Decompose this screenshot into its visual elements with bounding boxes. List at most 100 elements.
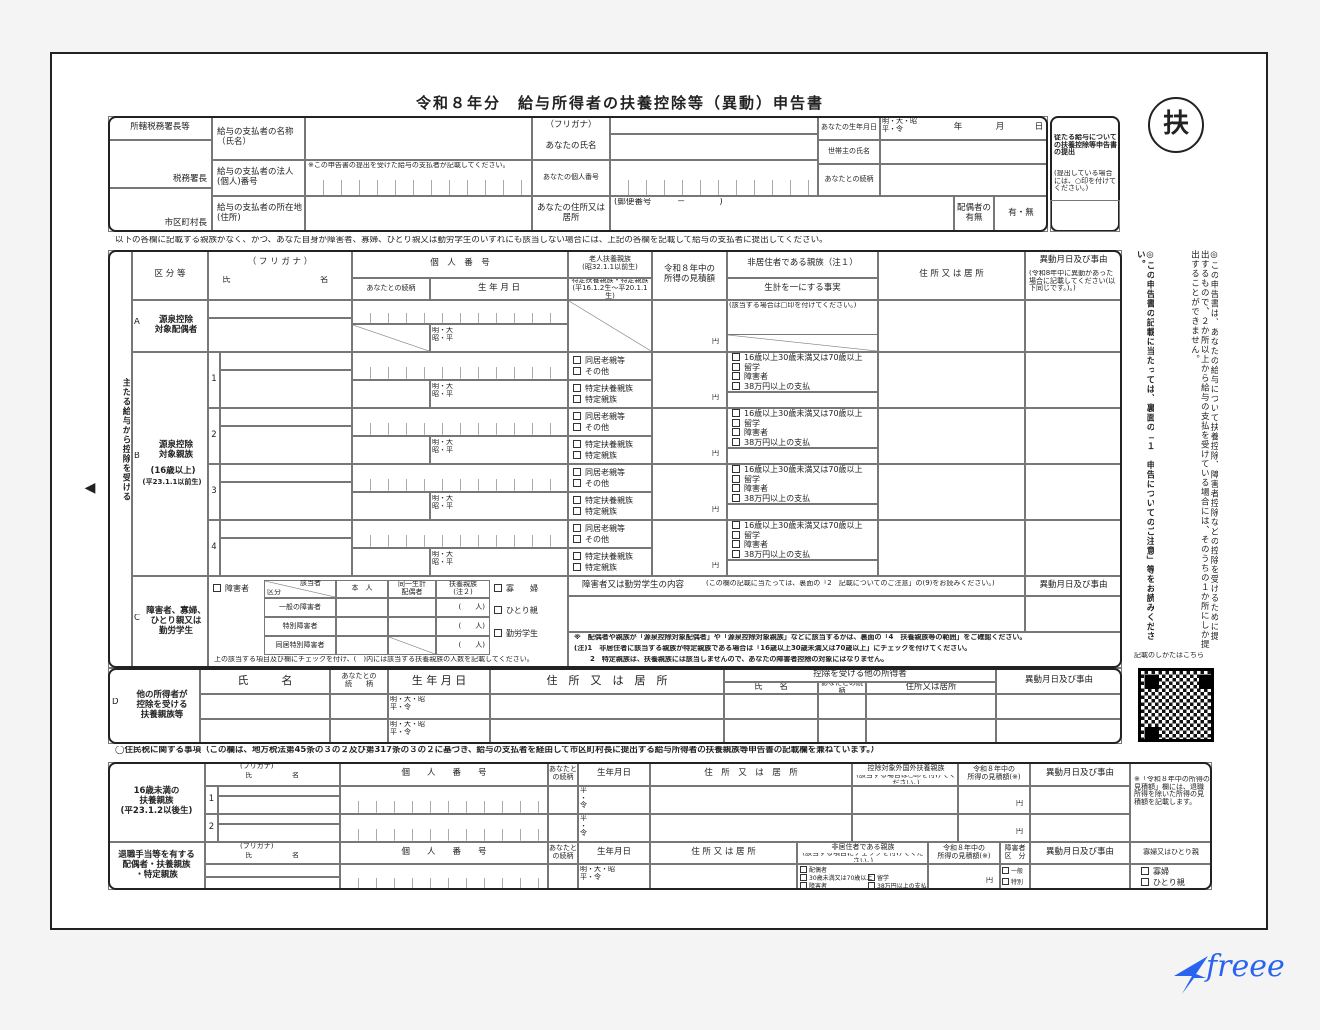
your-name-field[interactable] [610, 134, 818, 160]
dependent-name-field[interactable] [220, 538, 352, 576]
spouse-number-field[interactable] [352, 300, 568, 324]
nonresident-option-checkbox[interactable]: 16歳以上30歳未満又は70歳以上 [732, 521, 863, 531]
under16-name-field[interactable] [218, 824, 340, 842]
disability-dependent-count-field[interactable]: ( 人) [436, 598, 490, 617]
your-number-field[interactable] [610, 160, 818, 196]
dependent-income-field[interactable] [652, 352, 727, 408]
under16-address-field[interactable] [650, 786, 852, 814]
other-address-field[interactable] [490, 694, 724, 719]
dependent-address-field[interactable] [878, 520, 1025, 576]
nonresident-option-checkbox[interactable]: 16歳以上30歳未満又は70歳以上 [732, 465, 863, 475]
elderly-other-checkbox[interactable]: その他 [573, 535, 609, 545]
dependent-name-field[interactable] [220, 482, 352, 520]
specific-dependent-checkbox[interactable]: 特定扶養親族 [573, 440, 633, 450]
dependent-birth-field[interactable] [430, 380, 568, 408]
disability-dependent-count-field[interactable]: ( 人) [436, 636, 490, 655]
dependent-income-field[interactable] [652, 520, 727, 576]
dependent-furigana-field[interactable] [220, 520, 352, 538]
dependent-furigana-field[interactable] [220, 408, 352, 426]
retire-study-abroad-checkbox[interactable]: 留学 [868, 874, 889, 884]
secondary-salary-mark-field[interactable] [1050, 200, 1120, 232]
under16-income-field[interactable] [958, 814, 1030, 842]
working-student-checkbox[interactable]: 勤労学生 [494, 629, 538, 639]
disability-self-field[interactable] [336, 598, 388, 617]
nonresident-option-checkbox[interactable]: 留学 [732, 419, 760, 429]
retire-number-field[interactable] [340, 864, 548, 890]
dependent-relationship-field[interactable] [352, 548, 430, 576]
dependent-number-field[interactable] [352, 352, 568, 380]
specific-relative-checkbox[interactable]: 特定親族 [573, 395, 617, 405]
dependent-number-field[interactable] [352, 520, 568, 548]
elderly-other-checkbox[interactable]: その他 [573, 367, 609, 377]
nonresident-option-checkbox[interactable]: 留学 [732, 531, 760, 541]
dependent-birth-field[interactable] [430, 548, 568, 576]
retire-disabled-checkbox[interactable]: 障害者 [800, 882, 827, 892]
dependent-number-field[interactable] [352, 408, 568, 436]
nonresident-option-checkbox[interactable]: 障害者 [732, 372, 768, 382]
under16-foreign-field[interactable] [852, 786, 958, 814]
retire-single-parent-checkbox[interactable]: ひとり親 [1141, 878, 1185, 888]
nonresident-option-checkbox[interactable]: 38万円以上の支払 [732, 438, 810, 448]
specific-dependent-checkbox[interactable]: 特定扶養親族 [573, 496, 633, 506]
under16-number-field[interactable] [340, 814, 548, 842]
under16-relationship-field[interactable] [548, 814, 578, 842]
elderly-cohabiting-checkbox[interactable]: 同居老親等 [573, 468, 625, 478]
qr-code-icon[interactable] [1138, 668, 1214, 742]
dependent-furigana-field[interactable] [220, 464, 352, 482]
dependent-relationship-field[interactable] [352, 436, 430, 464]
nonresident-option-checkbox[interactable]: 16歳以上30歳未満又は70歳以上 [732, 353, 863, 363]
single-parent-checkbox[interactable]: ひとり親 [494, 606, 538, 616]
elderly-other-checkbox[interactable]: その他 [573, 479, 609, 489]
dependent-name-field[interactable] [220, 370, 352, 408]
specific-relative-checkbox[interactable]: 特定親族 [573, 507, 617, 517]
disability-spouse-field[interactable] [388, 617, 436, 636]
specific-dependent-checkbox[interactable]: 特定扶養親族 [573, 552, 633, 562]
nonresident-option-checkbox[interactable]: 38万円以上の支払 [732, 550, 810, 560]
under16-furigana-field[interactable] [218, 814, 340, 824]
nonresident-option-checkbox[interactable]: 留学 [732, 363, 760, 373]
spouse-income-field[interactable] [652, 300, 727, 352]
retire-age-checkbox[interactable]: 30歳未満又は70歳以上 [800, 874, 872, 884]
retire-disabled-special-checkbox[interactable]: 特別 [1002, 878, 1023, 888]
dependent-address-field[interactable] [878, 408, 1025, 464]
under16-number-field[interactable] [340, 786, 548, 814]
under16-address-field[interactable] [650, 814, 852, 842]
specific-relative-checkbox[interactable]: 特定親族 [573, 563, 617, 573]
nonresident-option-checkbox[interactable]: 16歳以上30歳未満又は70歳以上 [732, 409, 863, 419]
retire-payment-checkbox[interactable]: 38万円以上の支払 [868, 882, 927, 892]
other-name-field[interactable] [200, 694, 330, 719]
nonresident-option-checkbox[interactable]: 38万円以上の支払 [732, 382, 810, 392]
spouse-address-field[interactable] [878, 300, 1025, 352]
disability-self-field[interactable] [336, 636, 388, 655]
dependent-furigana-field[interactable] [220, 352, 352, 370]
disability-spouse-field[interactable] [388, 598, 436, 617]
dependent-number-field[interactable] [352, 464, 568, 492]
spouse-birth-field[interactable] [430, 324, 568, 352]
dependent-birth-field[interactable] [430, 436, 568, 464]
other-earner-relationship-field[interactable] [818, 694, 866, 719]
under16-change-field[interactable] [1030, 814, 1130, 842]
dependent-birth-field[interactable] [430, 492, 568, 520]
specific-relative-checkbox[interactable]: 特定親族 [573, 451, 617, 461]
under16-name-field[interactable] [218, 796, 340, 814]
dependent-address-field[interactable] [878, 352, 1025, 408]
under16-furigana-field[interactable] [218, 786, 340, 796]
nonresident-option-checkbox[interactable]: 障害者 [732, 428, 768, 438]
disabled-checkbox[interactable]: 障害者 [213, 584, 249, 594]
elderly-other-checkbox[interactable]: その他 [573, 423, 609, 433]
elderly-cohabiting-checkbox[interactable]: 同居老親等 [573, 524, 625, 534]
nonresident-option-checkbox[interactable]: 障害者 [732, 540, 768, 550]
dependent-income-field[interactable] [652, 464, 727, 520]
disability-self-field[interactable] [336, 617, 388, 636]
nonresident-option-checkbox[interactable]: 38万円以上の支払 [732, 494, 810, 504]
spouse-furigana-field[interactable] [208, 300, 352, 318]
nonresident-option-checkbox[interactable]: 障害者 [732, 484, 768, 494]
under16-relationship-field[interactable] [548, 786, 578, 814]
payer-number-field[interactable] [305, 160, 532, 196]
under16-income-field[interactable] [958, 786, 1030, 814]
retire-widow-checkbox[interactable]: 寡婦 [1141, 867, 1169, 877]
retire-furigana-field[interactable] [205, 864, 340, 877]
widow-checkbox[interactable]: 寡 婦 [494, 584, 538, 594]
disability-content-field[interactable] [568, 596, 1025, 632]
other-earner-name-field[interactable] [724, 694, 818, 719]
